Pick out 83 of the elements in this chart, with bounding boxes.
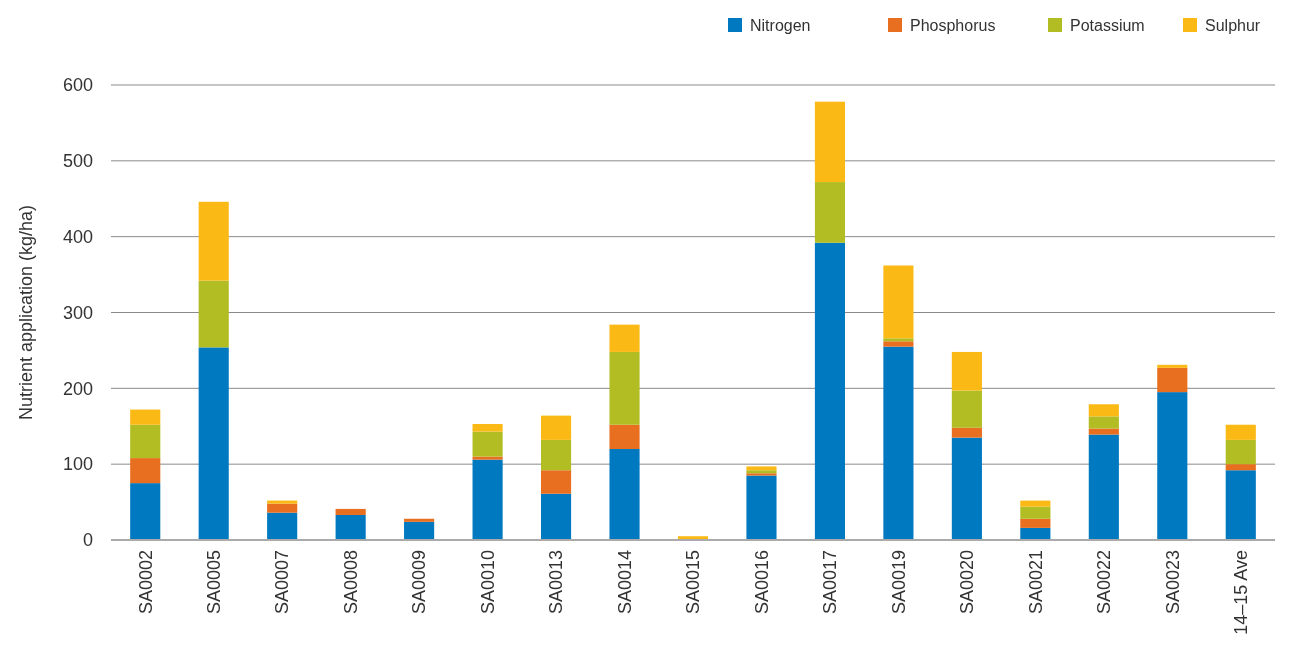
x-tick-label: SA0014 <box>614 550 635 615</box>
x-tick-label: SA0002 <box>135 550 156 615</box>
bar <box>1088 404 1119 417</box>
legend-label: Sulphur <box>1205 16 1261 34</box>
bar <box>1088 416 1119 429</box>
y-tick-label: 500 <box>62 151 93 172</box>
legend-label: Potassium <box>1070 16 1145 34</box>
x-tick-label: SA0019 <box>888 550 909 615</box>
bar <box>883 338 914 342</box>
bar <box>404 518 435 522</box>
bar <box>267 512 298 540</box>
bar <box>541 415 572 440</box>
bar <box>541 439 572 471</box>
bar <box>883 346 914 540</box>
bar <box>472 459 503 540</box>
bar <box>951 351 982 391</box>
y-tick-label: 400 <box>62 226 93 247</box>
bar <box>198 347 229 540</box>
x-tick-label: SA0015 <box>683 550 704 615</box>
y-tick-label: 300 <box>62 302 93 323</box>
x-tick-label: SA0010 <box>477 550 498 615</box>
bar <box>1225 464 1256 471</box>
bar <box>883 265 914 339</box>
bar <box>951 437 982 540</box>
bar <box>1020 500 1051 507</box>
y-tick-label: 200 <box>62 378 93 399</box>
x-tick-label: 14–15 Ave <box>1231 550 1252 635</box>
bar <box>951 390 982 428</box>
bar <box>609 424 640 449</box>
bar <box>404 521 435 540</box>
x-tick-label: SA0020 <box>957 550 978 615</box>
y-tick-label: 0 <box>82 530 93 551</box>
bar <box>1088 434 1119 540</box>
x-tick-label: SA0023 <box>1162 550 1183 615</box>
bar <box>883 341 914 347</box>
x-tick-label: SA0017 <box>820 550 841 615</box>
bar <box>472 431 503 457</box>
bar <box>814 182 846 243</box>
bar <box>1225 439 1256 465</box>
bar <box>1020 506 1051 519</box>
bar <box>198 280 229 348</box>
bar <box>335 514 366 540</box>
bar <box>814 242 846 540</box>
bar <box>130 424 161 459</box>
bar <box>746 466 777 471</box>
bar <box>746 475 777 540</box>
bar <box>541 493 572 540</box>
bar <box>472 456 503 460</box>
bar <box>472 423 503 432</box>
bar <box>541 470 572 494</box>
x-tick-label: SA0016 <box>751 550 772 615</box>
bar <box>609 449 640 540</box>
x-tick-label: SA0007 <box>272 550 293 615</box>
y-tick-label: 100 <box>62 454 93 475</box>
bar <box>1225 424 1256 440</box>
bar <box>609 351 640 425</box>
bar <box>1157 364 1188 368</box>
bar <box>609 324 640 352</box>
bar <box>130 409 161 425</box>
x-tick-label: SA0022 <box>1094 550 1115 615</box>
x-tick-label: SA0009 <box>409 550 430 615</box>
bar <box>1088 428 1119 435</box>
bar <box>951 427 982 438</box>
x-tick-label: SA0005 <box>204 550 225 615</box>
bar <box>1157 367 1188 393</box>
bar <box>335 508 366 515</box>
x-tick-label: SA0008 <box>340 550 361 615</box>
bar <box>1157 392 1188 540</box>
bar <box>130 483 161 540</box>
bar <box>130 458 161 484</box>
legend-label: Nitrogen <box>750 16 811 34</box>
bar <box>198 201 229 281</box>
bar <box>267 500 298 504</box>
x-tick-label: SA0013 <box>546 550 567 615</box>
bar <box>1225 470 1256 540</box>
legend-label: Phosphorus <box>910 16 996 34</box>
y-tick-label: 600 <box>62 75 93 96</box>
x-tick-label: SA0021 <box>1025 550 1046 615</box>
bar <box>814 101 846 183</box>
y-axis-title: Nutrient application (kg/ha) <box>16 204 36 421</box>
bar <box>1020 527 1051 540</box>
bar <box>267 503 298 513</box>
bar <box>1020 518 1051 528</box>
